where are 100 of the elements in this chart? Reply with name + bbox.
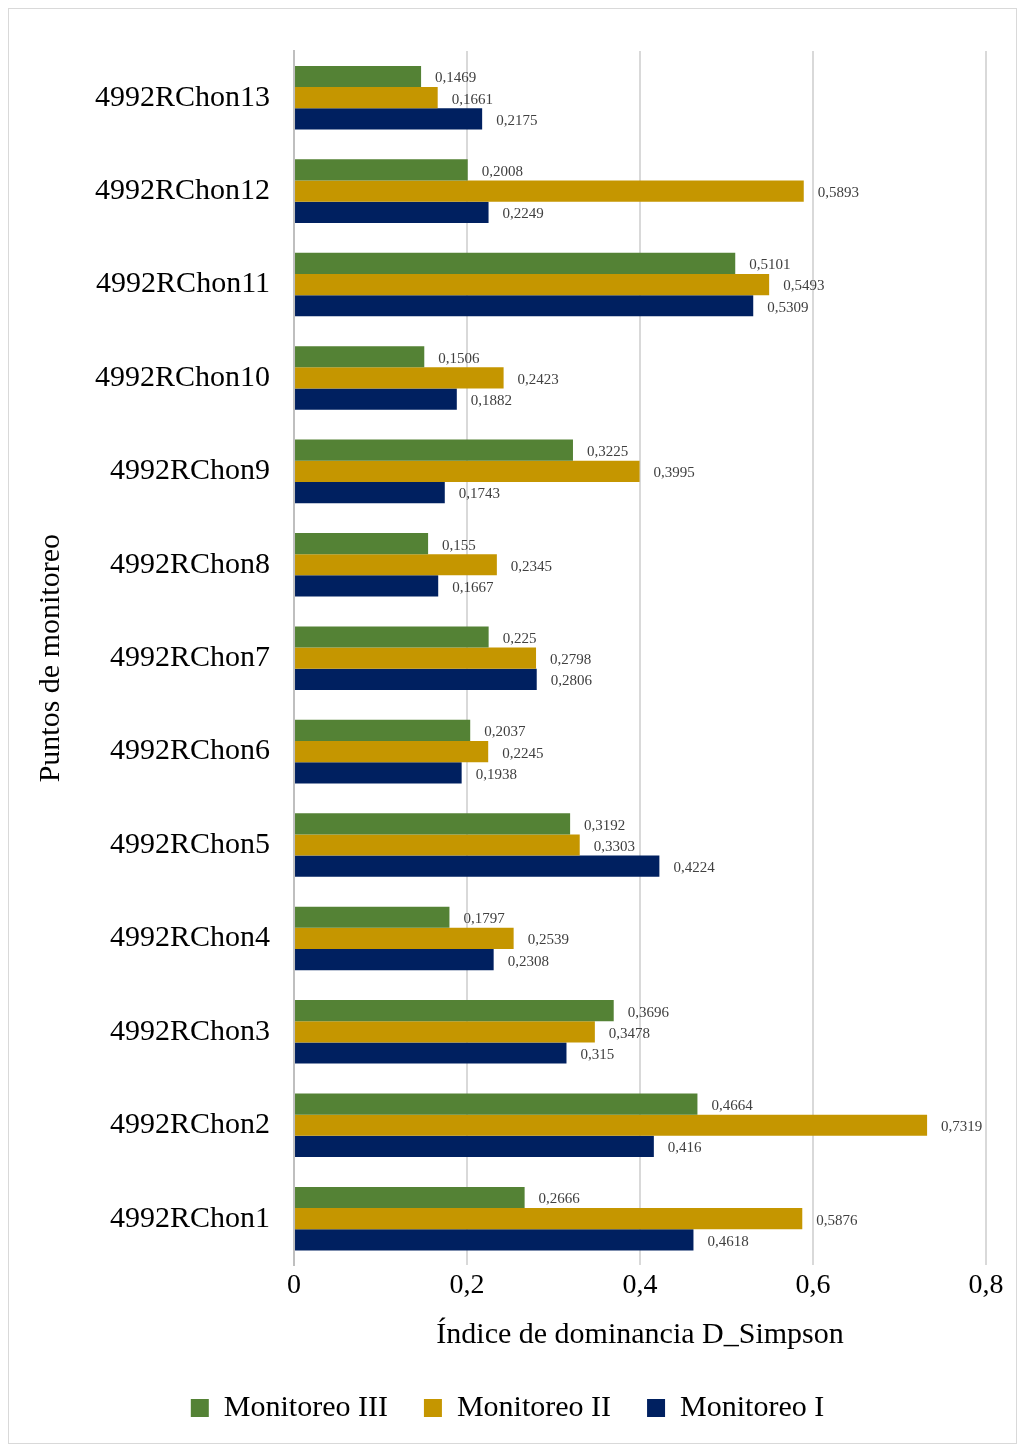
- x-axis-title: Índice de dominancia D_Simpson: [436, 1315, 844, 1349]
- y-tick-label: 4992RChon4: [109, 919, 271, 953]
- data-label: 0,2249: [502, 205, 544, 222]
- data-label: 0,3192: [584, 816, 626, 833]
- data-label: 0,3303: [593, 837, 635, 854]
- bar: [295, 626, 489, 648]
- legend-label: Monitoreo I: [680, 1388, 825, 1422]
- bar: [295, 1135, 654, 1158]
- bar: [295, 252, 736, 274]
- y-tick-label: 4992RChon13: [94, 78, 271, 112]
- bar: [295, 554, 497, 576]
- data-label: 0,1743: [458, 485, 501, 502]
- bar: [295, 1114, 928, 1136]
- bar: [295, 65, 422, 88]
- data-label: 0,155: [442, 536, 476, 553]
- bar: [295, 834, 580, 856]
- x-tick-label: 0,2: [449, 1267, 485, 1299]
- data-label: 0,1882: [470, 392, 513, 409]
- legend-label: Monitoreo II: [456, 1388, 612, 1422]
- data-label: 0,2539: [527, 931, 569, 948]
- data-label: 0,7319: [941, 1118, 983, 1135]
- bar: [295, 647, 537, 669]
- bar: [295, 906, 450, 928]
- data-label: 0,1661: [451, 90, 493, 107]
- data-label: 0,4664: [711, 1097, 754, 1114]
- data-label: 0,2008: [481, 162, 523, 179]
- data-label: 0,225: [502, 629, 537, 646]
- bar: [295, 180, 804, 202]
- y-tick-label: 4992RChon10: [94, 358, 271, 392]
- x-tick-label: 0: [287, 1267, 302, 1299]
- data-label: 0,5876: [816, 1211, 859, 1228]
- data-label: 0,2798: [550, 651, 592, 668]
- bar: [295, 1208, 803, 1230]
- bar: [295, 719, 471, 742]
- bar: [295, 1021, 595, 1043]
- data-label: 0,3478: [608, 1024, 651, 1041]
- data-label: 0,2666: [538, 1190, 581, 1207]
- bar: [295, 367, 504, 389]
- bar: [295, 927, 514, 950]
- y-tick-label: 4992RChon5: [109, 825, 271, 859]
- bar: [295, 108, 483, 130]
- data-label: 0,2037: [484, 723, 526, 740]
- data-label: 0,1667: [452, 578, 494, 595]
- x-tick-label: 0,8: [968, 1267, 1004, 1299]
- y-tick-label: 4992RChon9: [109, 452, 271, 486]
- x-tick-label: 0,4: [622, 1267, 658, 1299]
- data-label: 0,5101: [749, 256, 791, 273]
- legend-label: Monitoreo III: [223, 1388, 388, 1422]
- bar: [295, 1229, 694, 1251]
- bar: [295, 273, 770, 296]
- bar: [295, 741, 489, 763]
- data-label: 0,2308: [507, 952, 549, 969]
- y-tick-label: 4992RChon11: [96, 265, 271, 299]
- data-label: 0,3995: [653, 464, 695, 481]
- bar: [295, 295, 754, 317]
- data-label: 0,315: [580, 1045, 615, 1062]
- data-label: 0,416: [667, 1139, 703, 1156]
- bar: [295, 668, 537, 690]
- bar: [295, 159, 468, 181]
- data-label: 0,2806: [550, 672, 593, 689]
- y-tick-label: 4992RChon12: [94, 172, 271, 205]
- data-label: 0,2345: [510, 557, 553, 574]
- bar: [295, 533, 429, 555]
- bar: [295, 460, 640, 482]
- bar: [295, 813, 571, 835]
- bar: [295, 855, 660, 877]
- data-label: 0,1506: [438, 349, 481, 366]
- bar: [295, 1093, 698, 1115]
- bar: [295, 201, 489, 223]
- bar: [295, 1000, 614, 1022]
- y-tick-label: 4992RChon8: [109, 545, 271, 579]
- bar: [295, 1042, 567, 1064]
- data-label: 0,4618: [707, 1232, 749, 1249]
- y-tick-label: 4992RChon6: [109, 732, 271, 766]
- data-label: 0,5309: [767, 298, 809, 315]
- data-label: 0,3225: [586, 443, 629, 460]
- data-label: 0,2423: [517, 370, 559, 387]
- data-label: 0,1938: [475, 765, 517, 782]
- data-label: 0,5493: [783, 277, 825, 294]
- bar: [295, 87, 438, 109]
- data-label: 0,3696: [627, 1003, 670, 1020]
- data-label: 0,1469: [435, 69, 477, 86]
- x-tick-label: 0,6: [795, 1267, 831, 1299]
- bar: [295, 388, 457, 410]
- y-tick-label: 4992RChon3: [109, 1012, 271, 1046]
- y-tick-label: 4992RChon2: [109, 1106, 271, 1140]
- y-axis-title: Puntos de monitoreo: [31, 534, 65, 783]
- data-label: 0,2245: [502, 744, 544, 761]
- bar: [295, 575, 439, 597]
- y-tick-label: 4992RChon1: [109, 1199, 271, 1233]
- bar: [295, 439, 573, 461]
- bar: [295, 949, 494, 971]
- data-label: 0,1797: [463, 910, 506, 927]
- data-label: 0,2175: [496, 111, 538, 128]
- bar: [295, 762, 462, 784]
- y-tick-label: 4992RChon7: [109, 639, 271, 673]
- bar: [295, 346, 425, 368]
- bar: [295, 481, 445, 504]
- data-label: 0,5893: [817, 184, 859, 201]
- bar: [295, 1186, 525, 1209]
